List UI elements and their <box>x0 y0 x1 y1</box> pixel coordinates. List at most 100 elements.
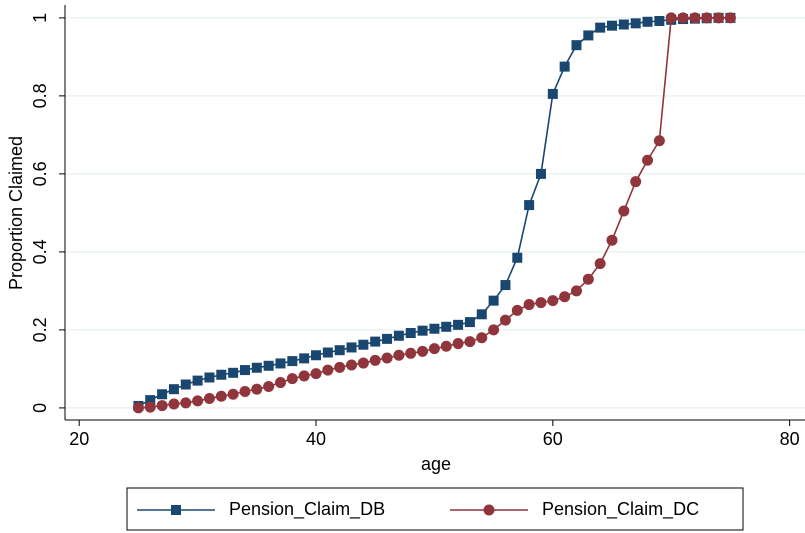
data-point <box>192 395 204 407</box>
data-point <box>441 321 452 332</box>
data-point <box>464 317 475 328</box>
data-point <box>428 343 440 355</box>
y-tick-label: 0.4 <box>30 239 50 264</box>
data-point <box>357 357 369 369</box>
data-point <box>642 154 654 166</box>
data-point <box>346 359 358 371</box>
data-point <box>724 12 736 24</box>
data-point <box>618 205 630 217</box>
y-tick-label: 0.6 <box>30 161 50 186</box>
data-point <box>499 314 511 326</box>
data-point <box>713 12 725 24</box>
data-point <box>215 390 227 402</box>
data-point <box>606 234 618 246</box>
data-point <box>275 358 286 369</box>
data-point <box>559 291 571 303</box>
data-point <box>500 280 511 291</box>
data-point <box>547 88 558 99</box>
data-point <box>405 328 416 339</box>
data-point <box>618 19 629 30</box>
data-point <box>299 353 310 364</box>
data-point <box>653 135 665 147</box>
data-point <box>405 347 417 359</box>
data-point <box>452 338 464 350</box>
data-point <box>346 342 357 353</box>
data-point <box>559 61 570 72</box>
legend-label: Pension_Claim_DC <box>542 499 699 520</box>
data-point <box>145 395 156 406</box>
data-point <box>535 297 547 309</box>
data-point <box>251 383 263 395</box>
data-point <box>298 370 310 382</box>
data-point <box>334 361 346 373</box>
x-tick-label: 20 <box>69 429 89 449</box>
x-tick-label: 80 <box>780 429 800 449</box>
data-point <box>677 12 689 24</box>
data-point <box>440 340 452 352</box>
data-point <box>417 325 428 336</box>
data-point <box>239 386 251 398</box>
data-point <box>180 397 192 409</box>
data-point <box>393 330 404 341</box>
data-point <box>571 40 582 51</box>
data-point <box>228 367 239 378</box>
data-point <box>453 319 464 330</box>
data-point <box>547 295 559 307</box>
data-point <box>369 354 381 366</box>
data-point <box>381 352 393 364</box>
data-point <box>488 295 499 306</box>
data-point <box>287 356 298 367</box>
data-point <box>524 200 535 211</box>
x-axis-label: age <box>421 454 451 474</box>
data-point <box>570 285 582 297</box>
data-point <box>204 372 215 383</box>
y-tick-label: 0.8 <box>30 83 50 108</box>
data-point <box>274 377 286 389</box>
data-point <box>132 402 144 414</box>
data-point <box>607 20 618 31</box>
data-point <box>582 273 594 285</box>
data-point <box>393 349 405 361</box>
data-point <box>263 380 275 392</box>
data-point <box>654 15 665 26</box>
legend-key-marker <box>171 505 181 515</box>
data-point <box>239 365 250 376</box>
data-point <box>322 347 333 358</box>
data-point <box>642 16 653 27</box>
data-point <box>382 333 393 344</box>
data-point <box>665 12 677 24</box>
data-point <box>476 309 487 320</box>
data-point <box>157 389 168 400</box>
y-tick-label: 0 <box>30 403 50 413</box>
data-point <box>464 336 476 348</box>
y-tick-label: 0.2 <box>30 317 50 342</box>
data-point <box>192 375 203 386</box>
legend-label: Pension_Claim_DB <box>229 499 385 520</box>
data-point <box>203 393 215 405</box>
data-point <box>594 258 606 270</box>
data-point <box>358 339 369 350</box>
legend-key-marker <box>483 504 495 516</box>
data-point <box>583 30 594 41</box>
data-point <box>310 368 322 380</box>
data-point <box>523 299 535 311</box>
data-point <box>168 398 180 410</box>
data-point <box>488 324 500 336</box>
data-point <box>689 12 701 24</box>
data-point <box>168 384 179 395</box>
data-point <box>286 373 298 385</box>
data-point <box>429 323 440 334</box>
data-point <box>334 345 345 356</box>
data-point <box>180 379 191 390</box>
data-point <box>216 369 227 380</box>
data-point <box>417 345 429 357</box>
data-point <box>227 388 239 400</box>
data-point <box>701 12 713 24</box>
data-point <box>263 360 274 371</box>
y-axis-label: Proportion Claimed <box>6 136 26 290</box>
x-tick-label: 60 <box>543 429 563 449</box>
y-tick-label: 1 <box>30 13 50 23</box>
data-point <box>370 336 381 347</box>
legend-box <box>126 487 744 531</box>
